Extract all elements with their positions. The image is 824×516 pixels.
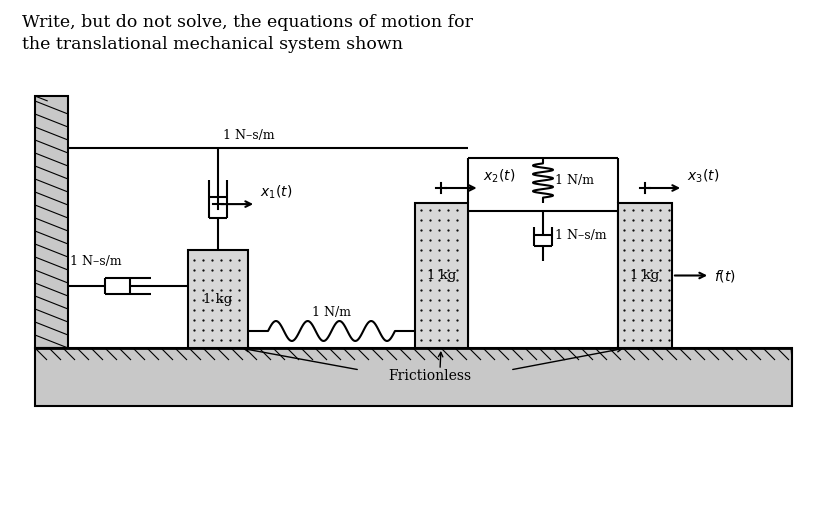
Text: 1 kg: 1 kg bbox=[630, 269, 660, 282]
Text: 1 N–s/m: 1 N–s/m bbox=[70, 255, 122, 268]
Text: the translational mechanical system shown: the translational mechanical system show… bbox=[22, 36, 403, 53]
Bar bbox=[35, 96, 68, 348]
Text: $x_2(t)$: $x_2(t)$ bbox=[484, 168, 516, 185]
Text: $x_3(t)$: $x_3(t)$ bbox=[687, 168, 719, 185]
Text: 1 kg: 1 kg bbox=[427, 269, 456, 282]
Text: $x_1(t)$: $x_1(t)$ bbox=[260, 184, 293, 201]
Bar bbox=[35, 348, 792, 406]
Text: 1 N/m: 1 N/m bbox=[312, 306, 351, 319]
Text: 1 N–s/m: 1 N–s/m bbox=[223, 129, 274, 142]
Text: 1 kg: 1 kg bbox=[204, 293, 232, 305]
Text: Frictionless: Frictionless bbox=[388, 369, 471, 383]
Bar bbox=[188, 250, 248, 348]
Bar bbox=[415, 203, 468, 348]
Text: Write, but do not solve, the equations of motion for: Write, but do not solve, the equations o… bbox=[22, 14, 473, 31]
Text: 1 N–s/m: 1 N–s/m bbox=[555, 230, 606, 243]
Bar bbox=[618, 203, 672, 348]
Text: 1 N/m: 1 N/m bbox=[555, 174, 594, 187]
Text: $f(t)$: $f(t)$ bbox=[714, 267, 736, 283]
